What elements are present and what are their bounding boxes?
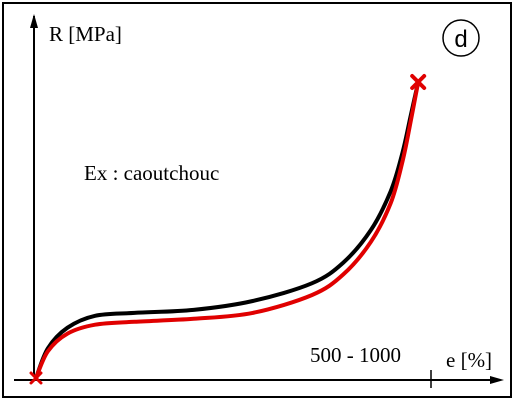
x-tick-label: 500 - 1000 bbox=[310, 343, 401, 367]
unloading-curve bbox=[34, 80, 421, 380]
chart-panel: R [MPa] e [%] 500 - 1000 Ex : caoutchouc… bbox=[2, 2, 512, 398]
loading-curve bbox=[34, 80, 421, 380]
stress-strain-plot: R [MPa] e [%] 500 - 1000 Ex : caoutchouc… bbox=[14, 14, 504, 388]
y-axis-arrowhead bbox=[30, 14, 38, 28]
origin-x-marker bbox=[29, 371, 43, 385]
rupture-x-marker bbox=[410, 74, 427, 90]
panel-label-circle bbox=[442, 19, 480, 57]
material-annotation: Ex : caoutchouc bbox=[84, 161, 219, 185]
x-axis-label: e [%] bbox=[446, 348, 492, 372]
y-axis-label: R [MPa] bbox=[49, 22, 122, 46]
panel-label: d bbox=[454, 26, 467, 53]
x-axis-arrowhead bbox=[490, 376, 504, 384]
